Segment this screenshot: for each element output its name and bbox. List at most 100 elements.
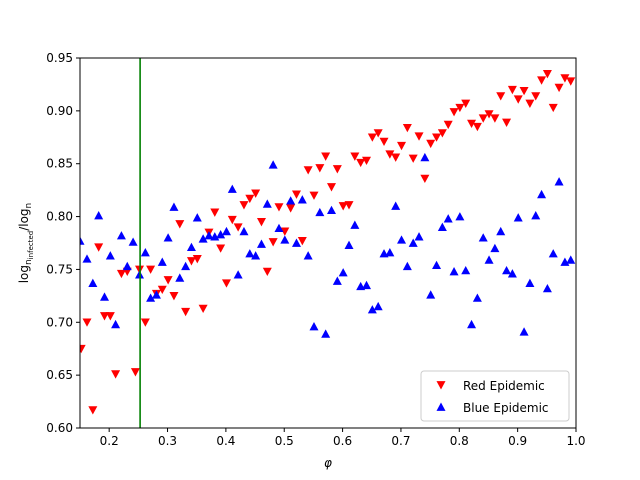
blue-epidemic-point-74 — [507, 269, 517, 278]
red-epidemic-point-60 — [426, 139, 436, 149]
blue-epidemic-point-11 — [140, 248, 150, 257]
red-epidemic-point-52 — [379, 137, 389, 147]
blue-epidemic-point-68 — [472, 293, 482, 302]
blue-epidemic-point-17 — [175, 273, 185, 282]
red-epidemic-point-28 — [239, 201, 249, 210]
blue-epidemic-point-2 — [88, 278, 98, 287]
red-epidemic-point-12 — [146, 265, 156, 274]
x-tick-label: 0.9 — [508, 434, 527, 448]
legend-blue-marker — [436, 402, 446, 411]
legend-box — [420, 370, 570, 422]
y-tick-label: 0.95 — [46, 51, 73, 65]
blue-epidemic-point-67 — [467, 319, 477, 329]
blue-epidemic-point-64 — [449, 267, 459, 276]
blue-epidemic-point-8 — [122, 261, 132, 271]
red-epidemic-point-40 — [309, 191, 319, 200]
red-epidemic-point-69 — [478, 114, 488, 123]
red-epidemic-point-16 — [169, 292, 179, 301]
red-epidemic-point-33 — [268, 238, 278, 247]
red-epidemic-point-14 — [157, 285, 167, 295]
blue-epidemic-point-79 — [537, 189, 547, 199]
red-epidemic-point-44 — [332, 165, 342, 174]
blue-epidemic-point-54 — [391, 201, 401, 210]
y-axis-label-sub-n2: n — [24, 203, 34, 209]
red-epidemic-point-84 — [566, 77, 576, 86]
red-epidemic-point-82 — [554, 83, 564, 93]
blue-epidemic-point-59 — [420, 152, 430, 162]
y-axis-label-log: log — [17, 265, 31, 283]
red-epidemic-point-72 — [496, 92, 506, 101]
red-epidemic-point-56 — [402, 123, 412, 133]
red-epidemic-point-2 — [88, 406, 98, 415]
blue-epidemic-point-45 — [338, 268, 348, 277]
red-epidemic-point-68 — [472, 122, 482, 132]
blue-epidemic-point-82 — [554, 177, 564, 186]
red-epidemic-point-23 — [210, 208, 220, 217]
red-epidemic-point-71 — [490, 114, 500, 123]
blue-epidemic-point-57 — [408, 238, 418, 247]
blue-epidemic-point-7 — [116, 231, 126, 240]
blue-epidemic-point-36 — [286, 196, 296, 205]
red-epidemic-point-62 — [437, 129, 447, 138]
red-epidemic-point-65 — [455, 103, 465, 113]
red-epidemic-point-39 — [303, 166, 313, 175]
blue-epidemic-point-80 — [542, 283, 552, 293]
red-epidemic-point-51 — [373, 129, 383, 138]
red-epidemic-point-75 — [513, 95, 523, 104]
blue-epidemic-point-20 — [192, 213, 202, 222]
red-epidemic-point-49 — [362, 156, 372, 166]
red-epidemic-point-45 — [338, 202, 348, 211]
blue-epidemic-point-12 — [146, 293, 156, 302]
red-epidemic-point-34 — [274, 203, 284, 212]
x-tick-label: 0.7 — [391, 434, 410, 448]
blue-epidemic-point-58 — [414, 232, 424, 241]
legend-red-marker — [436, 381, 446, 390]
y-axis-label: logninfected/logn — [17, 203, 35, 284]
blue-epidemic-point-69 — [478, 233, 488, 242]
red-epidemic-point-54 — [391, 153, 401, 162]
red-epidemic-point-7 — [116, 269, 126, 279]
blue-epidemic-point-60 — [426, 290, 436, 299]
red-epidemic-point-30 — [251, 189, 261, 198]
red-epidemic-point-18 — [181, 307, 191, 317]
red-epidemic-point-15 — [163, 276, 173, 285]
red-epidemic-point-0 — [80, 344, 86, 354]
red-epidemic-point-17 — [175, 220, 185, 229]
red-epidemic-point-57 — [408, 154, 418, 163]
red-epidemic-point-66 — [461, 99, 471, 108]
x-axis-label: φ — [324, 456, 332, 470]
blue-epidemic-point-42 — [321, 329, 331, 338]
blue-epidemic-point-62 — [437, 222, 447, 231]
blue-epidemic-point-39 — [303, 251, 313, 260]
red-epidemic-point-58 — [414, 132, 424, 141]
red-epidemic-point-24 — [216, 244, 226, 253]
red-epidemic-point-78 — [531, 92, 541, 101]
red-epidemic-point-38 — [297, 237, 307, 246]
red-epidemic-point-21 — [198, 304, 208, 314]
y-tick-label: 0.85 — [46, 157, 73, 171]
blue-epidemic-point-61 — [432, 260, 442, 270]
blue-epidemic-point-46 — [344, 240, 354, 249]
red-epidemic-point-26 — [227, 215, 237, 225]
y-tick-label: 0.70 — [46, 315, 73, 329]
red-epidemic-point-41 — [315, 164, 325, 173]
blue-epidemic-point-1 — [82, 254, 92, 263]
red-epidemic-point-74 — [507, 85, 517, 95]
blue-epidemic-point-51 — [373, 301, 383, 311]
red-epidemic-point-48 — [356, 158, 366, 168]
red-epidemic-point-6 — [111, 370, 121, 379]
blue-epidemic-point-84 — [566, 255, 576, 264]
blue-epidemic-point-30 — [251, 251, 261, 260]
red-epidemic-point-63 — [443, 120, 453, 130]
blue-epidemic-point-23 — [210, 232, 220, 241]
blue-epidemic-point-3 — [94, 211, 104, 220]
red-epidemic-point-32 — [262, 267, 272, 277]
blue-epidemic-point-66 — [461, 265, 471, 275]
blue-epidemic-point-25 — [221, 226, 231, 236]
legend: Red Epidemic Blue Epidemic — [420, 370, 570, 422]
legend-blue-label: Blue Epidemic — [463, 401, 549, 415]
x-tick-label: 0.3 — [158, 434, 177, 448]
blue-epidemic-point-41 — [315, 207, 325, 217]
y-axis: 0.60 0.65 0.70 0.75 0.80 0.85 0.90 0.95 — [46, 51, 80, 435]
